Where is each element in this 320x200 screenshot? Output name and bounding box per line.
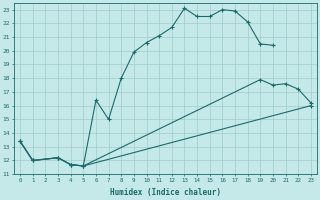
X-axis label: Humidex (Indice chaleur): Humidex (Indice chaleur)	[110, 188, 221, 197]
